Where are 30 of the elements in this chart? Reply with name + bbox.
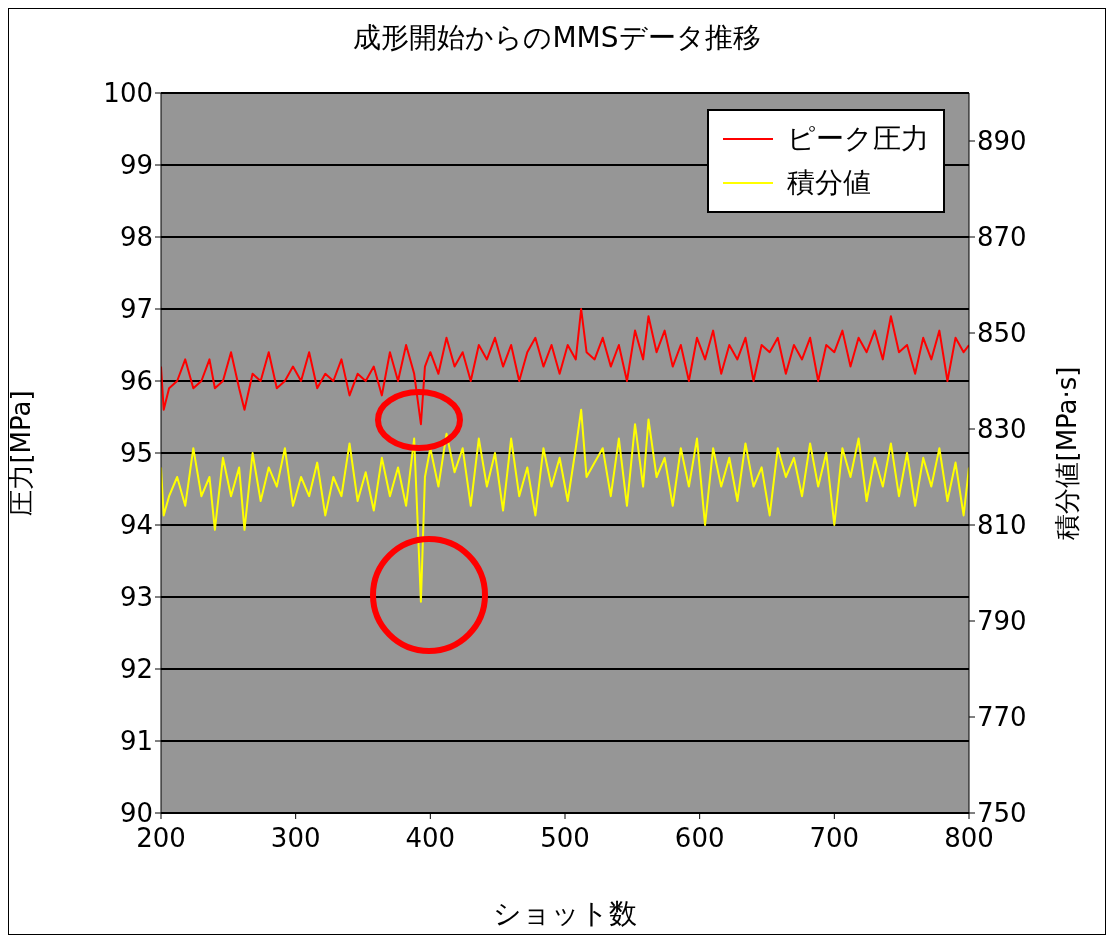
legend-label: 積分値 [787, 165, 871, 201]
y-tick-label: 97 [119, 294, 153, 325]
legend-label: ピーク圧力 [787, 121, 929, 157]
y-tick-label: 92 [119, 654, 153, 685]
y-tick-label: 95 [119, 438, 153, 469]
x-tick-label: 600 [674, 823, 725, 854]
y2-tick-label: 890 [977, 126, 1027, 157]
y-tick-label: 96 [119, 366, 153, 397]
x-tick-label: 700 [809, 823, 860, 854]
y-tick-label: 94 [119, 510, 153, 541]
x-tick-label: 400 [405, 823, 456, 854]
x-tick-label: 500 [540, 823, 590, 854]
y2-tick-label: 870 [977, 222, 1027, 253]
chart-title: 成形開始からのMMSデータ推移 [352, 20, 762, 56]
y-tick-label: 98 [119, 222, 153, 253]
x-axis-title: ショット数 [493, 897, 637, 930]
y2-axis-title: 積分値[MPa·s] [1052, 366, 1083, 540]
y-axis-title: 圧力[MPa] [6, 390, 37, 516]
y-tick-label: 91 [119, 726, 153, 757]
y-tick-label: 99 [119, 150, 153, 181]
y2-tick-label: 810 [977, 510, 1027, 541]
x-tick-label: 200 [136, 823, 186, 854]
y2-tick-label: 850 [977, 318, 1027, 349]
y2-tick-label: 770 [977, 702, 1027, 733]
y-tick-label: 93 [119, 582, 153, 613]
y2-tick-label: 790 [977, 606, 1027, 637]
y2-tick-label: 830 [977, 414, 1027, 445]
y-tick-label: 100 [103, 78, 153, 109]
x-tick-label: 800 [944, 823, 994, 854]
x-tick-label: 300 [270, 823, 321, 854]
